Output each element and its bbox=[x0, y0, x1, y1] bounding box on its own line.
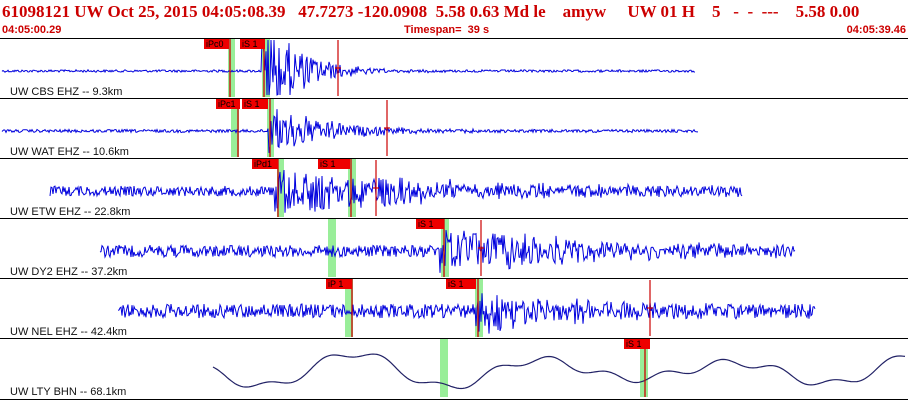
waveform bbox=[1, 109, 698, 153]
pick-label-box[interactable] bbox=[204, 39, 229, 49]
timespan-label: Timespan= 39 s bbox=[404, 24, 490, 36]
station-label: UW NEL EHZ -- 42.4km bbox=[10, 326, 127, 338]
pick-window-shade bbox=[348, 159, 356, 217]
pick-label[interactable]: iP 1 bbox=[328, 279, 343, 289]
pick-window-shade bbox=[231, 99, 239, 157]
pick-label[interactable]: iS 1 bbox=[626, 339, 642, 349]
waveform bbox=[1, 39, 695, 96]
end-time: 04:05:39.46 bbox=[846, 24, 906, 36]
waveform bbox=[212, 353, 906, 390]
station-label: UW CBS EHZ -- 9.3km bbox=[10, 86, 122, 98]
pick-label[interactable]: iS 1 bbox=[242, 39, 258, 49]
trace-panel[interactable]: iS 1 UW LTY BHN -- 68.1km bbox=[0, 338, 908, 399]
pick-label[interactable]: iPc0 bbox=[206, 39, 224, 49]
pick-label[interactable]: iPc1 bbox=[218, 99, 236, 109]
trace-panel[interactable]: iPd1 iS 1 UW ETW EHZ -- 22.8km bbox=[0, 158, 908, 219]
pick-label-box[interactable] bbox=[416, 219, 444, 229]
seismogram-panel[interactable]: iPc0 iS 1 UW CBS EHZ -- 9.3km iPc1 iS 1 UW WA… bbox=[0, 38, 908, 400]
pick-label-box[interactable] bbox=[242, 99, 268, 109]
start-time: 04:05:00.29 bbox=[2, 24, 62, 36]
pick-label-box[interactable] bbox=[624, 339, 650, 349]
waveform bbox=[99, 230, 796, 273]
pick-label-box[interactable] bbox=[216, 99, 240, 109]
trace-panel[interactable]: iPc0 iS 1 UW CBS EHZ -- 9.3km bbox=[0, 38, 908, 99]
pick-label[interactable]: iS 1 bbox=[244, 99, 260, 109]
station-label: UW WAT EHZ -- 10.6km bbox=[10, 146, 129, 158]
pick-label-box[interactable] bbox=[446, 279, 476, 289]
pick-window-shade bbox=[640, 339, 648, 397]
station-label: UW LTY BHN -- 68.1km bbox=[10, 386, 126, 398]
pick-label-box[interactable] bbox=[326, 279, 352, 289]
waveform bbox=[49, 169, 743, 213]
pick-label-box[interactable] bbox=[252, 159, 278, 169]
pick-label-box[interactable] bbox=[240, 39, 265, 49]
waveform bbox=[117, 293, 816, 334]
trace-panel[interactable]: iP 1 iS 1 UW NEL EHZ -- 42.4km bbox=[0, 278, 908, 339]
trace-panel[interactable]: iS 1 UW DY2 EHZ -- 37.2km bbox=[0, 218, 908, 279]
pick-label-box[interactable] bbox=[318, 159, 350, 169]
pick-label[interactable]: iS 1 bbox=[418, 219, 434, 229]
pick-label[interactable]: iS 1 bbox=[448, 279, 464, 289]
pick-label[interactable]: iS 1 bbox=[320, 159, 336, 169]
pick-label[interactable]: iPd1 bbox=[254, 159, 272, 169]
pick-window-shade bbox=[440, 339, 448, 397]
station-label: UW ETW EHZ -- 22.8km bbox=[10, 206, 130, 218]
pick-window-shade bbox=[345, 279, 353, 337]
pick-window-shade bbox=[475, 279, 483, 337]
station-label: UW DY2 EHZ -- 37.2km bbox=[10, 266, 127, 278]
event-header: 61098121 UW Oct 25, 2015 04:05:08.39 47.… bbox=[0, 0, 908, 36]
trace-panel[interactable]: iPc1 iS 1 UW WAT EHZ -- 10.6km bbox=[0, 98, 908, 159]
pick-window-shade bbox=[228, 39, 235, 97]
event-summary-line: 61098121 UW Oct 25, 2015 04:05:08.39 47.… bbox=[2, 2, 860, 21]
pick-window-shade bbox=[328, 219, 336, 277]
